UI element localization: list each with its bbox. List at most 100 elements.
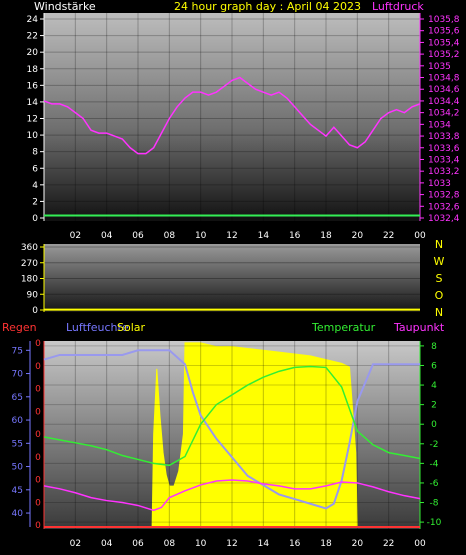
tick-label: 20 bbox=[352, 231, 364, 241]
tick-label: 10 bbox=[195, 231, 207, 241]
tick-label: 08 bbox=[164, 539, 176, 549]
tick-label: 90 bbox=[27, 290, 39, 300]
tick-label: 1032,6 bbox=[428, 202, 460, 212]
tick-label: 0 bbox=[32, 214, 38, 224]
tick-label: 14 bbox=[27, 98, 39, 108]
tick-label: 8 bbox=[32, 148, 38, 158]
tick-label: 0 bbox=[35, 385, 41, 395]
tick-label: 1035,8 bbox=[428, 15, 460, 25]
plot-area bbox=[44, 244, 420, 312]
tick-label: 14 bbox=[258, 231, 270, 241]
tick-label: 1035 bbox=[428, 62, 451, 72]
tick-label: 1032,4 bbox=[428, 214, 460, 224]
tick-label: 12 bbox=[226, 231, 237, 241]
solar-series bbox=[44, 342, 420, 528]
compass-label: W bbox=[434, 255, 445, 268]
tick-label: 0 bbox=[35, 521, 41, 531]
tick-label: 04 bbox=[101, 231, 113, 241]
tick-label: 270 bbox=[21, 259, 38, 269]
tick-label: 18 bbox=[320, 231, 332, 241]
rain-axis: 0 0 0 0 0 0 0 0 0 bbox=[35, 339, 45, 531]
tick-label: 0 bbox=[35, 430, 41, 440]
tick-label: 0 bbox=[35, 476, 41, 486]
tick-label: 65 bbox=[12, 393, 23, 403]
tick-label: 02 bbox=[70, 539, 81, 549]
tick-label: 1035,4 bbox=[428, 38, 460, 48]
tick-label: 1034 bbox=[428, 120, 451, 130]
tick-label: 1033 bbox=[428, 179, 451, 189]
tick-label: 1033,6 bbox=[428, 144, 460, 154]
series-group bbox=[43, 76, 421, 217]
tick-label: 14 bbox=[258, 539, 270, 549]
tick-label: 360 bbox=[21, 243, 38, 253]
tick-label: 12 bbox=[27, 115, 38, 125]
tick-label: 6 bbox=[431, 361, 437, 371]
tick-label: 24 bbox=[27, 15, 39, 25]
grid bbox=[44, 13, 421, 221]
tick-label: 10 bbox=[27, 131, 39, 141]
tick-label: 02 bbox=[70, 231, 81, 241]
tick-label: -4 bbox=[430, 459, 439, 469]
tick-label: 04 bbox=[101, 539, 113, 549]
tick-label: 1034,6 bbox=[428, 85, 460, 95]
legend-humidity: Luftfeuchte bbox=[66, 321, 129, 334]
legend-solar: Solar bbox=[117, 321, 146, 334]
tick-label: 2 bbox=[32, 197, 38, 207]
legend-temperature: Temperatur bbox=[311, 321, 376, 334]
tick-label: 0 bbox=[32, 306, 38, 316]
series-group bbox=[43, 349, 421, 528]
tick-label: 00 bbox=[414, 539, 426, 549]
tick-label: 1032,8 bbox=[428, 191, 460, 201]
tick-label: 70 bbox=[12, 370, 24, 380]
tick-label: 0 bbox=[35, 339, 41, 349]
tick-label: 0 bbox=[35, 453, 41, 463]
tick-label: 08 bbox=[164, 231, 176, 241]
tick-label: 60 bbox=[12, 416, 24, 426]
tick-label: 0 bbox=[35, 498, 41, 508]
series-line bbox=[43, 479, 421, 512]
tick-label: 45 bbox=[12, 486, 23, 496]
tick-label: 12 bbox=[226, 539, 237, 549]
tick-label: 4 bbox=[431, 381, 437, 391]
compass-label: S bbox=[436, 272, 443, 285]
tick-label: 1034,4 bbox=[428, 97, 460, 107]
tick-label: 1033,2 bbox=[428, 167, 460, 177]
solar-area bbox=[44, 342, 420, 528]
legend-rain: Regen bbox=[2, 321, 37, 334]
tick-label: 0 bbox=[35, 407, 41, 417]
tick-label: 22 bbox=[383, 231, 394, 241]
series-line bbox=[43, 365, 421, 467]
time-axis: 02 04 06 08 10 12 14 16 18 20 22 00 bbox=[70, 231, 426, 241]
chart-title: 24 hour graph day : April 04 2023 bbox=[174, 0, 361, 13]
temperature-axis: 8 6 4 2 0 -2 -4 -6 -8 -10 bbox=[419, 341, 442, 529]
tick-label: 10 bbox=[195, 539, 207, 549]
tick-label: 55 bbox=[12, 439, 23, 449]
tick-label: 1033,8 bbox=[428, 132, 460, 142]
compass-label: O bbox=[435, 289, 444, 302]
tick-label: -8 bbox=[430, 499, 439, 509]
tick-label: 06 bbox=[132, 231, 144, 241]
tick-label: 16 bbox=[289, 539, 301, 549]
tick-label: 0 bbox=[35, 362, 41, 372]
humidity-axis: 75 70 65 60 55 50 45 40 bbox=[12, 341, 31, 527]
tick-label: 00 bbox=[414, 231, 426, 241]
tick-label: -2 bbox=[430, 440, 439, 450]
tick-label: 20 bbox=[352, 539, 364, 549]
tick-label: 16 bbox=[27, 81, 39, 91]
compass-label: N bbox=[435, 238, 443, 251]
tick-label: -6 bbox=[430, 479, 439, 489]
tick-label: 22 bbox=[383, 539, 394, 549]
series-line bbox=[43, 76, 421, 155]
tick-label: 1035,2 bbox=[428, 50, 460, 60]
direction-axis: 360 270 180 90 0 bbox=[21, 243, 45, 316]
tick-label: 50 bbox=[12, 463, 24, 473]
tick-label: 06 bbox=[132, 539, 144, 549]
time-axis: 02 04 06 08 10 12 14 16 18 20 22 00 bbox=[70, 539, 426, 549]
tick-label: 0 bbox=[431, 420, 437, 430]
tick-label: 75 bbox=[12, 346, 23, 356]
tick-label: 8 bbox=[431, 342, 437, 352]
